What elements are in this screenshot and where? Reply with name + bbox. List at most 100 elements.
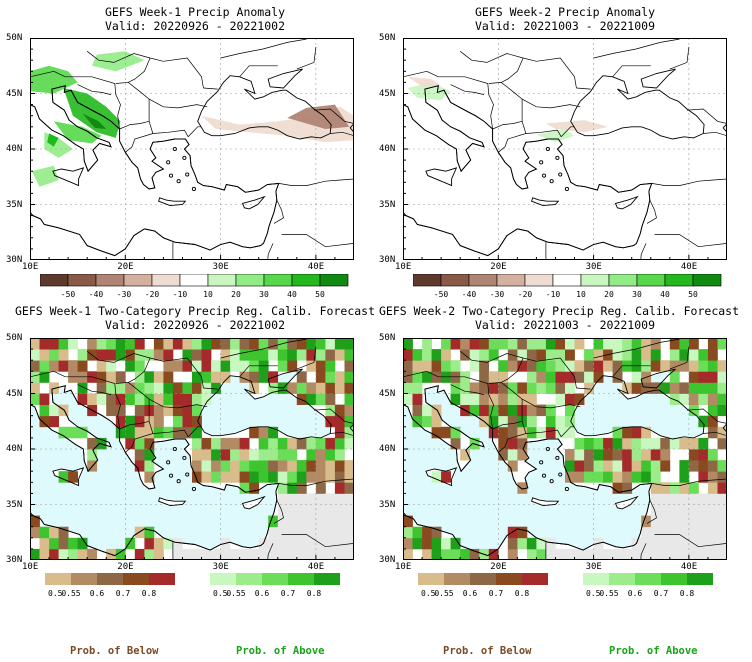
panel-4-probability-cell — [584, 371, 594, 383]
panel-4-island — [545, 446, 550, 452]
panel-3-probability-cell — [239, 360, 250, 372]
panel-3-probability-cell — [163, 349, 174, 361]
panel-4-probability-cell — [660, 449, 671, 461]
panel-3-probability-cell — [315, 504, 326, 516]
panel-4-probability-cell — [545, 426, 556, 439]
panel-4-probability-cell — [631, 382, 642, 394]
panel-3-probability-cell — [163, 371, 174, 383]
panel-3-probability-cell — [39, 404, 50, 417]
panel-3-probability-cell — [315, 471, 326, 483]
panel-3-above-colorbar-swatch — [262, 573, 288, 585]
panel-3-coastline — [197, 375, 332, 440]
panel-4-probability-cell — [450, 437, 461, 450]
panel-1-country-border — [152, 129, 189, 137]
panel-2-colorbar-label: -30 — [490, 290, 505, 299]
panel-4-above-colorbar-label: 0.8 — [680, 589, 695, 598]
panel-4-probability-cell — [498, 382, 509, 394]
panel-4-probability-cell — [545, 371, 556, 383]
panel-2-country-border — [651, 178, 727, 186]
panel-3-probability-cell — [182, 382, 193, 394]
panel-1-country-border — [53, 70, 66, 78]
panel-4-probability-cell — [669, 537, 680, 550]
panel-4-below-colorbar-label: 0.5 — [421, 589, 436, 598]
panel-4-probability-cell — [412, 393, 423, 405]
panel-4-probability-cell — [622, 449, 633, 461]
panel-1-strong-positive-anomaly-shade — [47, 133, 59, 147]
panel-3-probability-cell — [239, 548, 250, 560]
panel-1-coastline-main — [30, 85, 280, 257]
panel-4-below-colorbar-swatch — [418, 573, 444, 585]
panel-3-probability-cell — [134, 548, 145, 560]
panel-3-probability-cell — [153, 548, 164, 560]
panel-3-probability-cell — [115, 338, 126, 350]
panel-4-probability-cell — [650, 437, 661, 450]
panel-3-probability-cell — [296, 471, 307, 483]
panel-3-probability-cell — [134, 415, 145, 428]
panel-4-probability-cell — [717, 526, 727, 539]
panel-2-country-border — [459, 51, 524, 63]
panel-3-probability-cell — [192, 349, 202, 361]
panel-4-probability-cell — [669, 437, 680, 450]
panel-4-probability-cell — [603, 548, 613, 560]
panel-1-positive-anomaly-shade — [91, 51, 145, 72]
panel-4-probability-cell — [469, 393, 480, 405]
panel-3-probability-cell — [172, 415, 183, 428]
panel-3-lat-label: 40N — [6, 444, 23, 454]
panel-3-probability-cell — [287, 338, 298, 350]
panel-4-probability-cell — [431, 548, 442, 560]
panel-3-colorbar-below: 0.5 0.55 0.6 0.7 0.8 — [45, 573, 185, 599]
panel-3-country-border — [115, 357, 151, 384]
panel-3-probability-cell — [220, 349, 231, 361]
panel-4-coastlines — [403, 368, 727, 557]
panel-3-probability-cell — [258, 371, 269, 383]
panel-4-probability-cell — [603, 437, 613, 450]
panel-2-country-border — [669, 46, 690, 70]
panel-3-probability-cell — [277, 526, 288, 539]
panel-3-lon-label: 10E — [22, 562, 39, 572]
panel-4-probability-cell — [422, 338, 432, 350]
panel-4-probability-cell — [631, 471, 642, 483]
panel-4-probability-cell — [431, 415, 442, 428]
panel-3-probability-cell — [68, 537, 78, 550]
panel-4-probability-cell — [565, 426, 575, 439]
panel-3-probability-cell — [325, 460, 336, 472]
panel-3-colorbar-below-svg: 0.50.55 0.6 0.7 0.8 — [45, 573, 175, 598]
panel-1-lon-label: 10E — [22, 262, 39, 272]
panel-4-probability-cell — [612, 360, 623, 372]
panel-3-colorbar-above-svg: 0.50.55 0.6 0.7 0.8 — [210, 573, 340, 598]
panel-2-colorbar-swatch — [440, 274, 470, 287]
panel-4-probability-cell — [488, 426, 499, 439]
panel-3-probability-cell — [39, 526, 50, 539]
panel-3-probability-cell — [344, 360, 354, 372]
panel-4-island — [541, 473, 547, 478]
panel-4-probability-cell — [641, 449, 652, 461]
panel-3-probability-cell — [211, 471, 221, 483]
panel-4-probability-cell — [431, 371, 442, 383]
panel-4-probability-cell — [555, 382, 566, 394]
panel-3-probability-cell — [87, 338, 98, 350]
panel-3-probability-cell — [30, 371, 40, 383]
panel-3-country-border — [86, 351, 151, 363]
panel-4-probability-cell — [422, 526, 432, 539]
panel-4-probability-cell — [441, 426, 451, 439]
panel-2-country-border — [488, 57, 524, 84]
panel-2-lat-label: 35N — [379, 199, 396, 210]
panel-3-probability-cell — [306, 526, 317, 539]
panel-3-probability-cell — [287, 460, 298, 472]
panel-3-probability-cell — [268, 460, 279, 472]
panel-3-probability-cell — [334, 371, 345, 383]
panel-3-probability-cell — [134, 449, 145, 461]
panel-3-probability-cell — [306, 382, 317, 394]
panel-3-probability-cell — [334, 382, 345, 394]
panel-2-colorbar-swatch — [692, 274, 722, 287]
panel-4-probability-cell — [545, 338, 556, 350]
panel-4-probability-cell — [669, 526, 680, 539]
panel-4-probability-cell — [555, 415, 566, 428]
panel-4-probability-cell — [488, 404, 499, 417]
panel-3-probability-cell — [58, 426, 69, 439]
panel-2-coastline — [640, 68, 676, 89]
panel-4-probability-cell — [641, 471, 652, 483]
panel-3-probability-cell — [325, 404, 336, 417]
panel-3-probability-cell — [296, 437, 307, 450]
panel-3-probability-cell — [334, 449, 345, 461]
